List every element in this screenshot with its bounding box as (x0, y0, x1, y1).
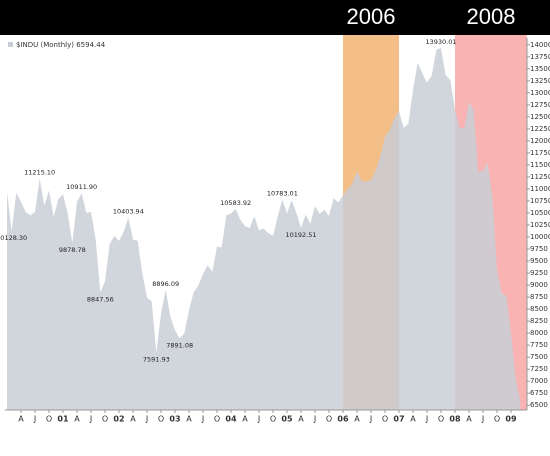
y-tick-label: 12750 (530, 101, 550, 109)
x-tick-label: 05 (281, 415, 293, 424)
data-label: 10128.30 (0, 234, 27, 242)
y-tick-label: 12250 (530, 125, 550, 133)
y-tick-label: 14000 (530, 41, 550, 49)
data-label: 10911.90 (66, 183, 97, 191)
y-tick-label: 11250 (530, 173, 550, 181)
area (7, 48, 521, 411)
x-tick-label: J (313, 415, 316, 424)
y-tick-label: 11750 (530, 149, 550, 157)
x-tick-label: 07 (393, 415, 404, 424)
data-label: 10192.51 (285, 231, 316, 239)
x-tick-label: A (74, 415, 80, 424)
header-bar (0, 0, 550, 35)
x-tick-label: A (242, 415, 248, 424)
y-tick-label: 8750 (530, 293, 548, 301)
x-tick-label: O (46, 415, 52, 424)
x-tick-label: J (89, 415, 92, 424)
x-tick-label: O (382, 415, 388, 424)
y-tick-label: 9500 (530, 257, 548, 265)
x-tick-label: 04 (225, 415, 237, 424)
y-tick-label: 13000 (530, 89, 550, 97)
y-tick-label: 8500 (530, 305, 548, 313)
y-tick-label: 10750 (530, 197, 550, 205)
y-tick-label: 8250 (530, 317, 548, 325)
x-tick-label: J (145, 415, 148, 424)
x-tick-label: J (201, 415, 204, 424)
y-tick-label: 12000 (530, 137, 550, 145)
x-tick-label: A (18, 415, 24, 424)
x-tick-label: 06 (337, 415, 349, 424)
y-tick-label: 11500 (530, 161, 550, 169)
x-tick-label: A (130, 415, 136, 424)
x-tick-label: O (158, 415, 164, 424)
x-tick-label: O (326, 415, 332, 424)
x-tick-label: O (214, 415, 220, 424)
data-label: 10783.01 (267, 189, 298, 197)
x-tick-label: O (438, 415, 444, 424)
y-tick-label: 11000 (530, 185, 550, 193)
y-tick-label: 13250 (530, 77, 550, 85)
legend-swatch (8, 42, 13, 47)
x-tick-label: 08 (449, 415, 461, 424)
y-tick-label: 13750 (530, 53, 550, 61)
y-tick-label: 6750 (530, 389, 548, 397)
y-tick-label: 7500 (530, 353, 548, 361)
data-label: 8896.09 (152, 280, 179, 288)
x-tick-label: A (466, 415, 472, 424)
y-tick-label: 8000 (530, 329, 548, 337)
y-tick-label: 13500 (530, 65, 550, 73)
highlight-label: 2006 (347, 4, 396, 29)
x-tick-label: A (298, 415, 304, 424)
x-tick-label: J (425, 415, 428, 424)
y-tick-label: 9000 (530, 281, 548, 289)
y-tick-label: 10000 (530, 233, 550, 241)
y-tick-label: 7750 (530, 341, 548, 349)
y-tick-label: 10250 (530, 221, 550, 229)
data-label: 7591.93 (143, 356, 170, 364)
data-label: 10403.94 (113, 208, 144, 216)
x-tick-label: J (33, 415, 36, 424)
y-tick-label: 7000 (530, 377, 548, 385)
x-tick-label: A (354, 415, 360, 424)
highlight-label: 2008 (467, 4, 516, 29)
data-label: 11215.10 (24, 169, 55, 177)
x-tick-label: 01 (57, 415, 69, 424)
x-tick-label: 09 (505, 415, 517, 424)
y-tick-label: 6500 (530, 401, 548, 409)
x-tick-label: J (257, 415, 260, 424)
y-tick-label: 10500 (530, 209, 550, 217)
legend-label: $INDU (Monthly) 6594.44 (16, 41, 106, 49)
x-tick-label: A (410, 415, 416, 424)
x-tick-label: A (186, 415, 192, 424)
x-tick-label: 03 (169, 415, 180, 424)
x-tick-label: O (270, 415, 276, 424)
y-tick-label: 7250 (530, 365, 548, 373)
data-label: 7891.08 (166, 341, 193, 349)
data-label: 13930.01 (425, 38, 456, 46)
x-tick-label: J (481, 415, 484, 424)
data-label: 9878.78 (59, 246, 86, 254)
y-tick-label: 12500 (530, 113, 550, 121)
y-tick-label: 9250 (530, 269, 548, 277)
x-tick-label: O (494, 415, 500, 424)
x-tick-label: O (102, 415, 108, 424)
x-tick-label: 02 (113, 415, 124, 424)
data-label: 10583.92 (220, 199, 251, 207)
data-label: 8847.56 (87, 295, 114, 303)
x-tick-label: J (369, 415, 372, 424)
y-tick-label: 9750 (530, 245, 548, 253)
